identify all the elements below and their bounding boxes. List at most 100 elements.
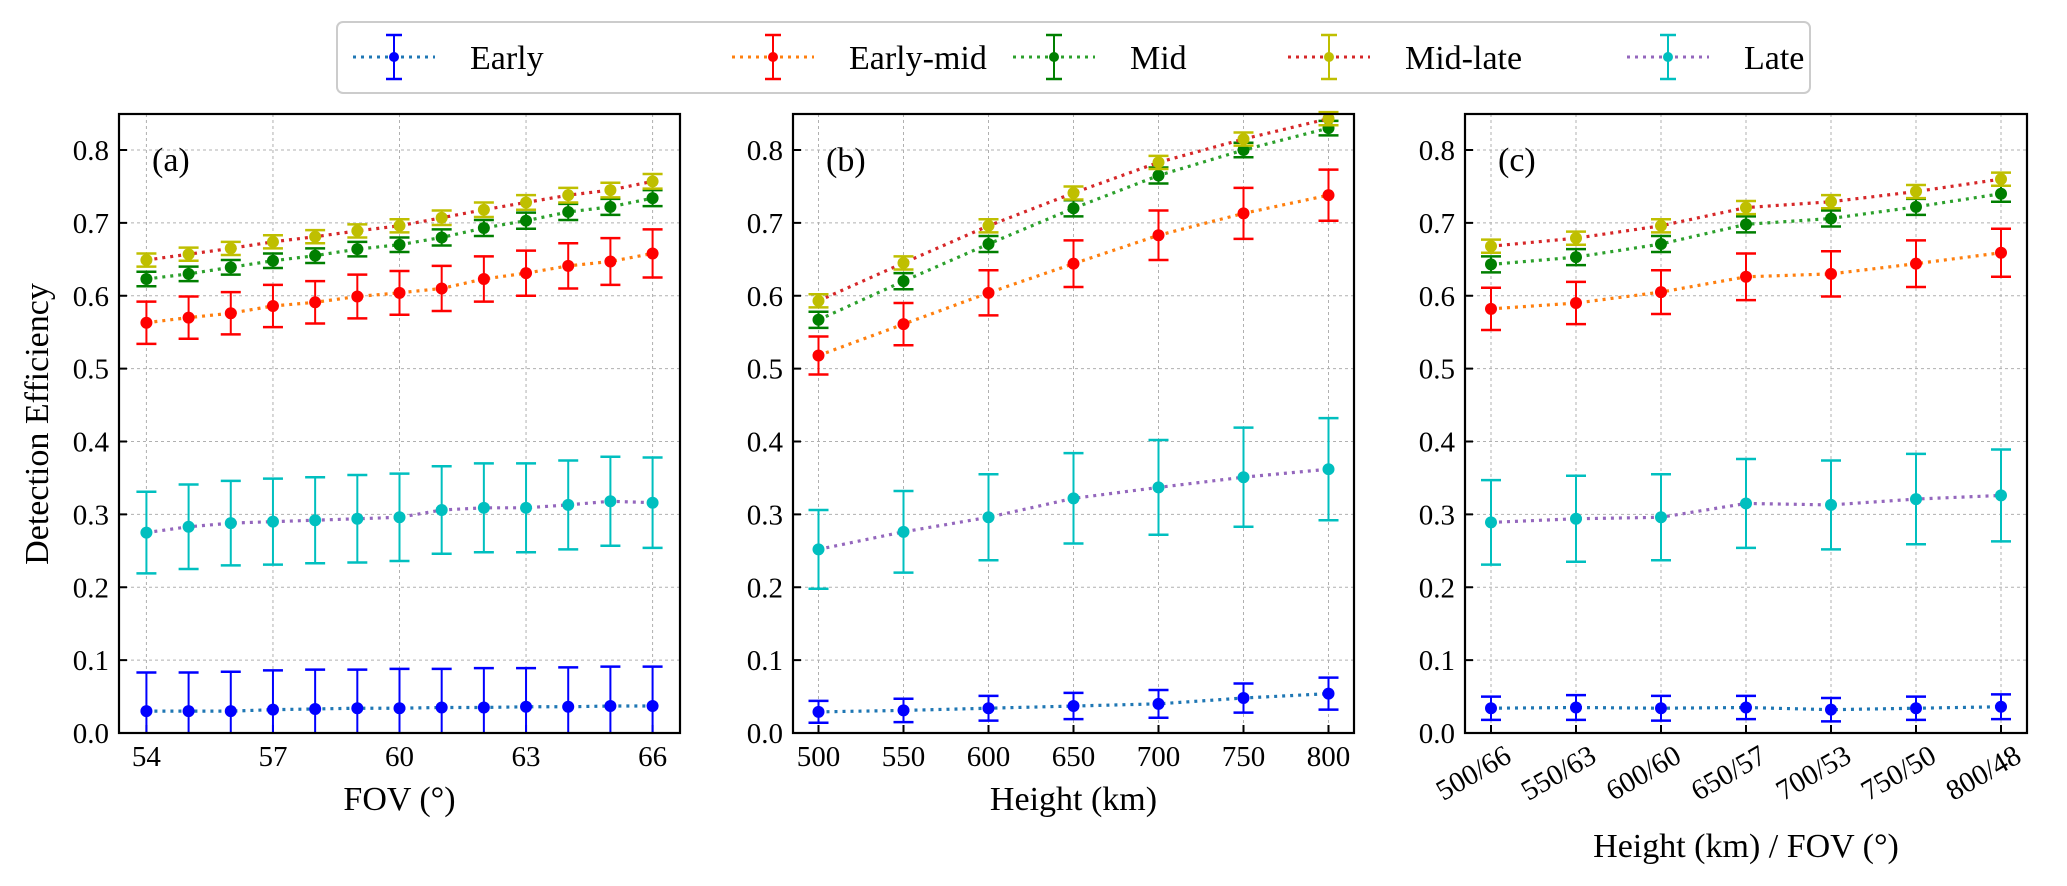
plot-frame [791, 112, 1356, 735]
data-point [812, 705, 825, 718]
y-tick-label: 0.2 [1419, 572, 1455, 604]
legend-item-late: Late [1627, 33, 1804, 81]
data-point [1322, 463, 1335, 476]
data-point [1995, 246, 2007, 259]
data-point [435, 211, 448, 224]
data-point [182, 248, 195, 261]
data-point [1067, 257, 1080, 270]
data-point [182, 311, 195, 324]
data-point [604, 495, 617, 508]
data-point [1655, 511, 1667, 524]
data-point [1995, 187, 2007, 200]
data-point [309, 514, 322, 527]
panel-a: 0.0 0.1 0.2 0.3 0.4 0.5 0.6 0.7 0.8 54 57 60 63 66 FOV… [73, 112, 682, 818]
data-point [1237, 133, 1250, 146]
series-late [808, 416, 1339, 590]
data-point [1910, 257, 1922, 270]
error-bar [305, 668, 326, 733]
legend-marker [1049, 52, 1059, 62]
data-point [1322, 112, 1335, 125]
y-tick-label: 0.2 [747, 572, 783, 604]
data-point [520, 501, 533, 514]
x-tick-label: 650/57 [1686, 739, 1772, 807]
series-early-mid [1481, 227, 2011, 332]
data-point [393, 219, 406, 232]
error-bar [220, 670, 241, 733]
data-point [1655, 238, 1667, 251]
legend-item-early: Early [353, 33, 544, 81]
data-point [393, 511, 406, 524]
x-axis-title: FOV (°) [343, 781, 455, 818]
data-point [1570, 232, 1582, 245]
y-tick-label: 0.4 [73, 427, 110, 459]
legend-label: Late [1744, 40, 1804, 77]
data-point [604, 184, 617, 197]
data-point [1825, 498, 1837, 511]
data-point [1237, 692, 1250, 705]
data-point [477, 701, 490, 714]
data-point [1152, 229, 1165, 242]
panel-c: 0.0 0.1 0.2 0.3 0.4 0.5 0.6 0.7 0.8 500/66 550/63 6… [1419, 112, 2029, 865]
data-point [224, 517, 237, 530]
y-tick-label: 0.1 [1419, 645, 1455, 677]
y-tick-label: 0.8 [747, 135, 783, 167]
data-point [140, 254, 153, 267]
data-point [1322, 189, 1335, 202]
x-tick-label: 750/50 [1856, 739, 1942, 807]
error-bar [389, 667, 410, 733]
data-point [182, 267, 195, 280]
y-tick-label: 0.4 [1419, 427, 1456, 459]
data-point [812, 543, 825, 556]
data-point [982, 238, 995, 251]
data-point [1825, 195, 1837, 208]
plot-frame [117, 112, 682, 735]
data-point [1825, 703, 1837, 716]
error-bar [136, 671, 157, 733]
data-point [182, 705, 195, 718]
error-bar [558, 666, 579, 733]
y-tick-label: 0.0 [73, 718, 109, 750]
series-early-mid [808, 168, 1339, 376]
data-point [897, 318, 910, 331]
data-point [1067, 186, 1080, 199]
data-point [897, 275, 910, 288]
data-point [1237, 471, 1250, 484]
x-tick-label: 650 [1052, 741, 1096, 773]
y-axis: 0.0 0.1 0.2 0.3 0.4 0.5 0.6 0.7 0.8 [73, 135, 127, 750]
y-tick-label: 0.4 [747, 427, 784, 459]
data-point [1910, 493, 1922, 506]
legend-item-mid: Mid [1013, 33, 1187, 81]
x-tick-label: 800 [1307, 741, 1351, 773]
legend: Early Early-mid Mid Mid-late Late [336, 21, 1811, 94]
data-point [1910, 702, 1922, 715]
error-bar [178, 671, 199, 733]
series-late [136, 455, 663, 575]
data-point [1485, 302, 1497, 315]
y-tick-label: 0.3 [1419, 499, 1455, 531]
x-axis: 54 57 60 63 66 FOV (°) [132, 725, 667, 818]
data-point [1910, 185, 1922, 198]
data-point [1740, 270, 1752, 283]
legend-item-mid-late: Mid-late [1288, 33, 1522, 81]
data-point [1067, 202, 1080, 215]
y-tick-label: 0.5 [1419, 354, 1455, 386]
data-point [897, 525, 910, 538]
data-point [351, 702, 364, 715]
grid [119, 114, 680, 733]
legend-marker [1324, 52, 1334, 62]
data-point [520, 267, 533, 280]
data-point [1067, 492, 1080, 505]
y-tick-label: 0.7 [73, 208, 109, 240]
x-tick-label: 57 [258, 741, 287, 773]
x-tick-label: 550/63 [1516, 739, 1602, 807]
data-point [1570, 701, 1582, 714]
data-point [1322, 687, 1335, 700]
data-point [562, 498, 575, 511]
data-point [224, 261, 237, 274]
data-point [351, 224, 364, 237]
data-point [897, 256, 910, 269]
data-point [604, 200, 617, 213]
data-point [1237, 207, 1250, 220]
data-point [1740, 497, 1752, 510]
data-point [562, 205, 575, 218]
